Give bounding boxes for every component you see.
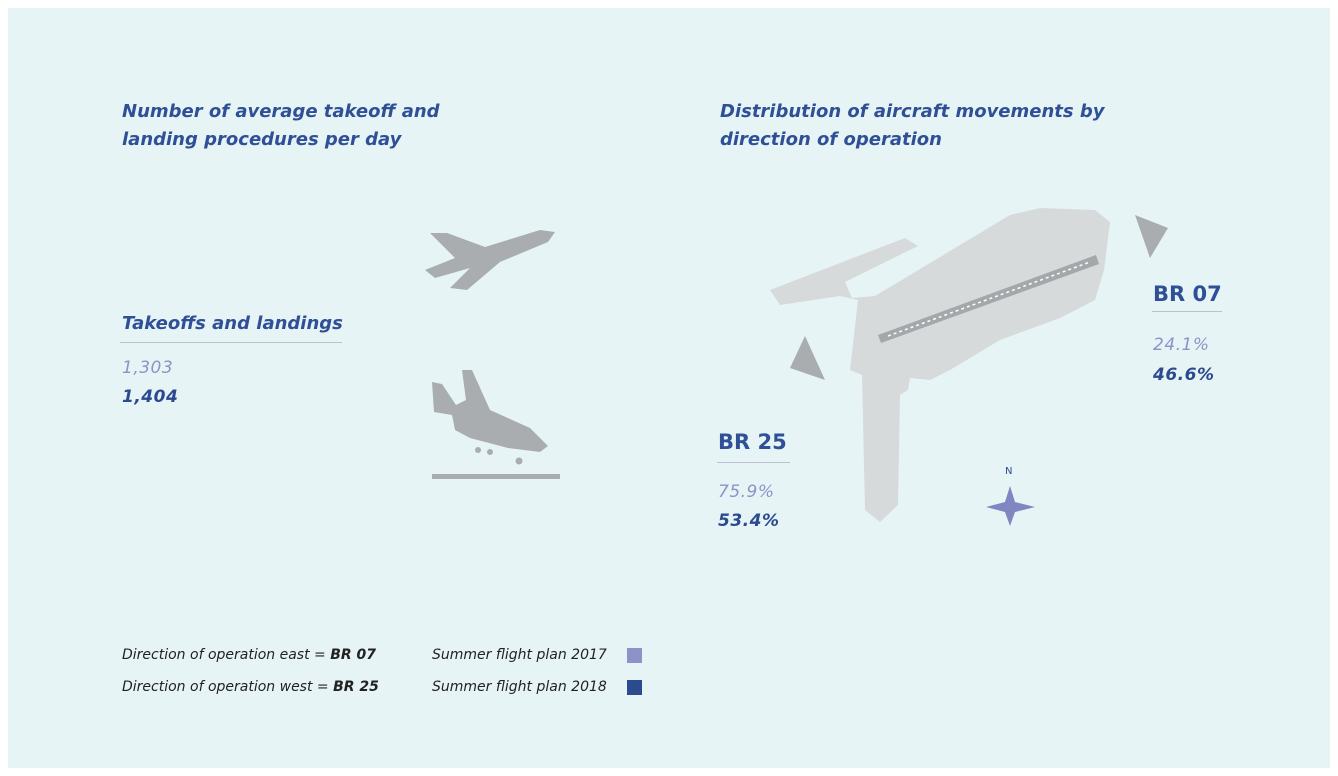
takeoff-icon (425, 230, 555, 290)
rule (1152, 311, 1222, 312)
subtitle: Takeoffs and landings (122, 313, 343, 334)
left-title: Number of average takeoff and landing pr… (122, 101, 440, 150)
br07-label: BR 07 (1153, 282, 1222, 306)
compass (986, 486, 1035, 526)
rule (717, 462, 790, 463)
br07-2017: 24.1% (1153, 335, 1210, 355)
value-2018: 1,404 (122, 387, 179, 407)
rule (120, 342, 342, 343)
compass-label: N (1005, 466, 1013, 477)
panel (8, 8, 1330, 768)
wheel (515, 457, 523, 465)
landing-icon (432, 370, 548, 452)
legend-code: BR 25 (333, 679, 379, 695)
legend-text: Direction of operation east = (122, 647, 326, 663)
direction-arrow-east (1135, 215, 1168, 258)
legend-text: Direction of operation west = (122, 679, 329, 695)
br25-2018: 53.4% (718, 511, 780, 531)
runway (878, 255, 1099, 343)
legend-code: BR 07 (330, 647, 377, 663)
br25-2017: 75.9% (718, 482, 775, 502)
legend-swatch (627, 680, 642, 695)
legend-plan: Summer flight plan 2017 (432, 647, 607, 663)
legend-swatch (627, 648, 642, 663)
wheel (475, 447, 481, 453)
br07-2018: 46.6% (1153, 365, 1215, 385)
airport-area (770, 208, 1110, 522)
legend-plan: Summer flight plan 2018 (432, 679, 607, 695)
wheel (487, 449, 493, 455)
value-2017: 1,303 (122, 358, 174, 378)
ground-line (432, 474, 560, 479)
legend-direction: Direction of operation west = BR 25 (122, 679, 379, 695)
br25-label: BR 25 (718, 430, 787, 454)
direction-arrow-west (790, 336, 825, 380)
legend-direction: Direction of operation east = BR 07 (122, 647, 376, 663)
right-title: Distribution of aircraft movements by di… (720, 101, 1105, 150)
